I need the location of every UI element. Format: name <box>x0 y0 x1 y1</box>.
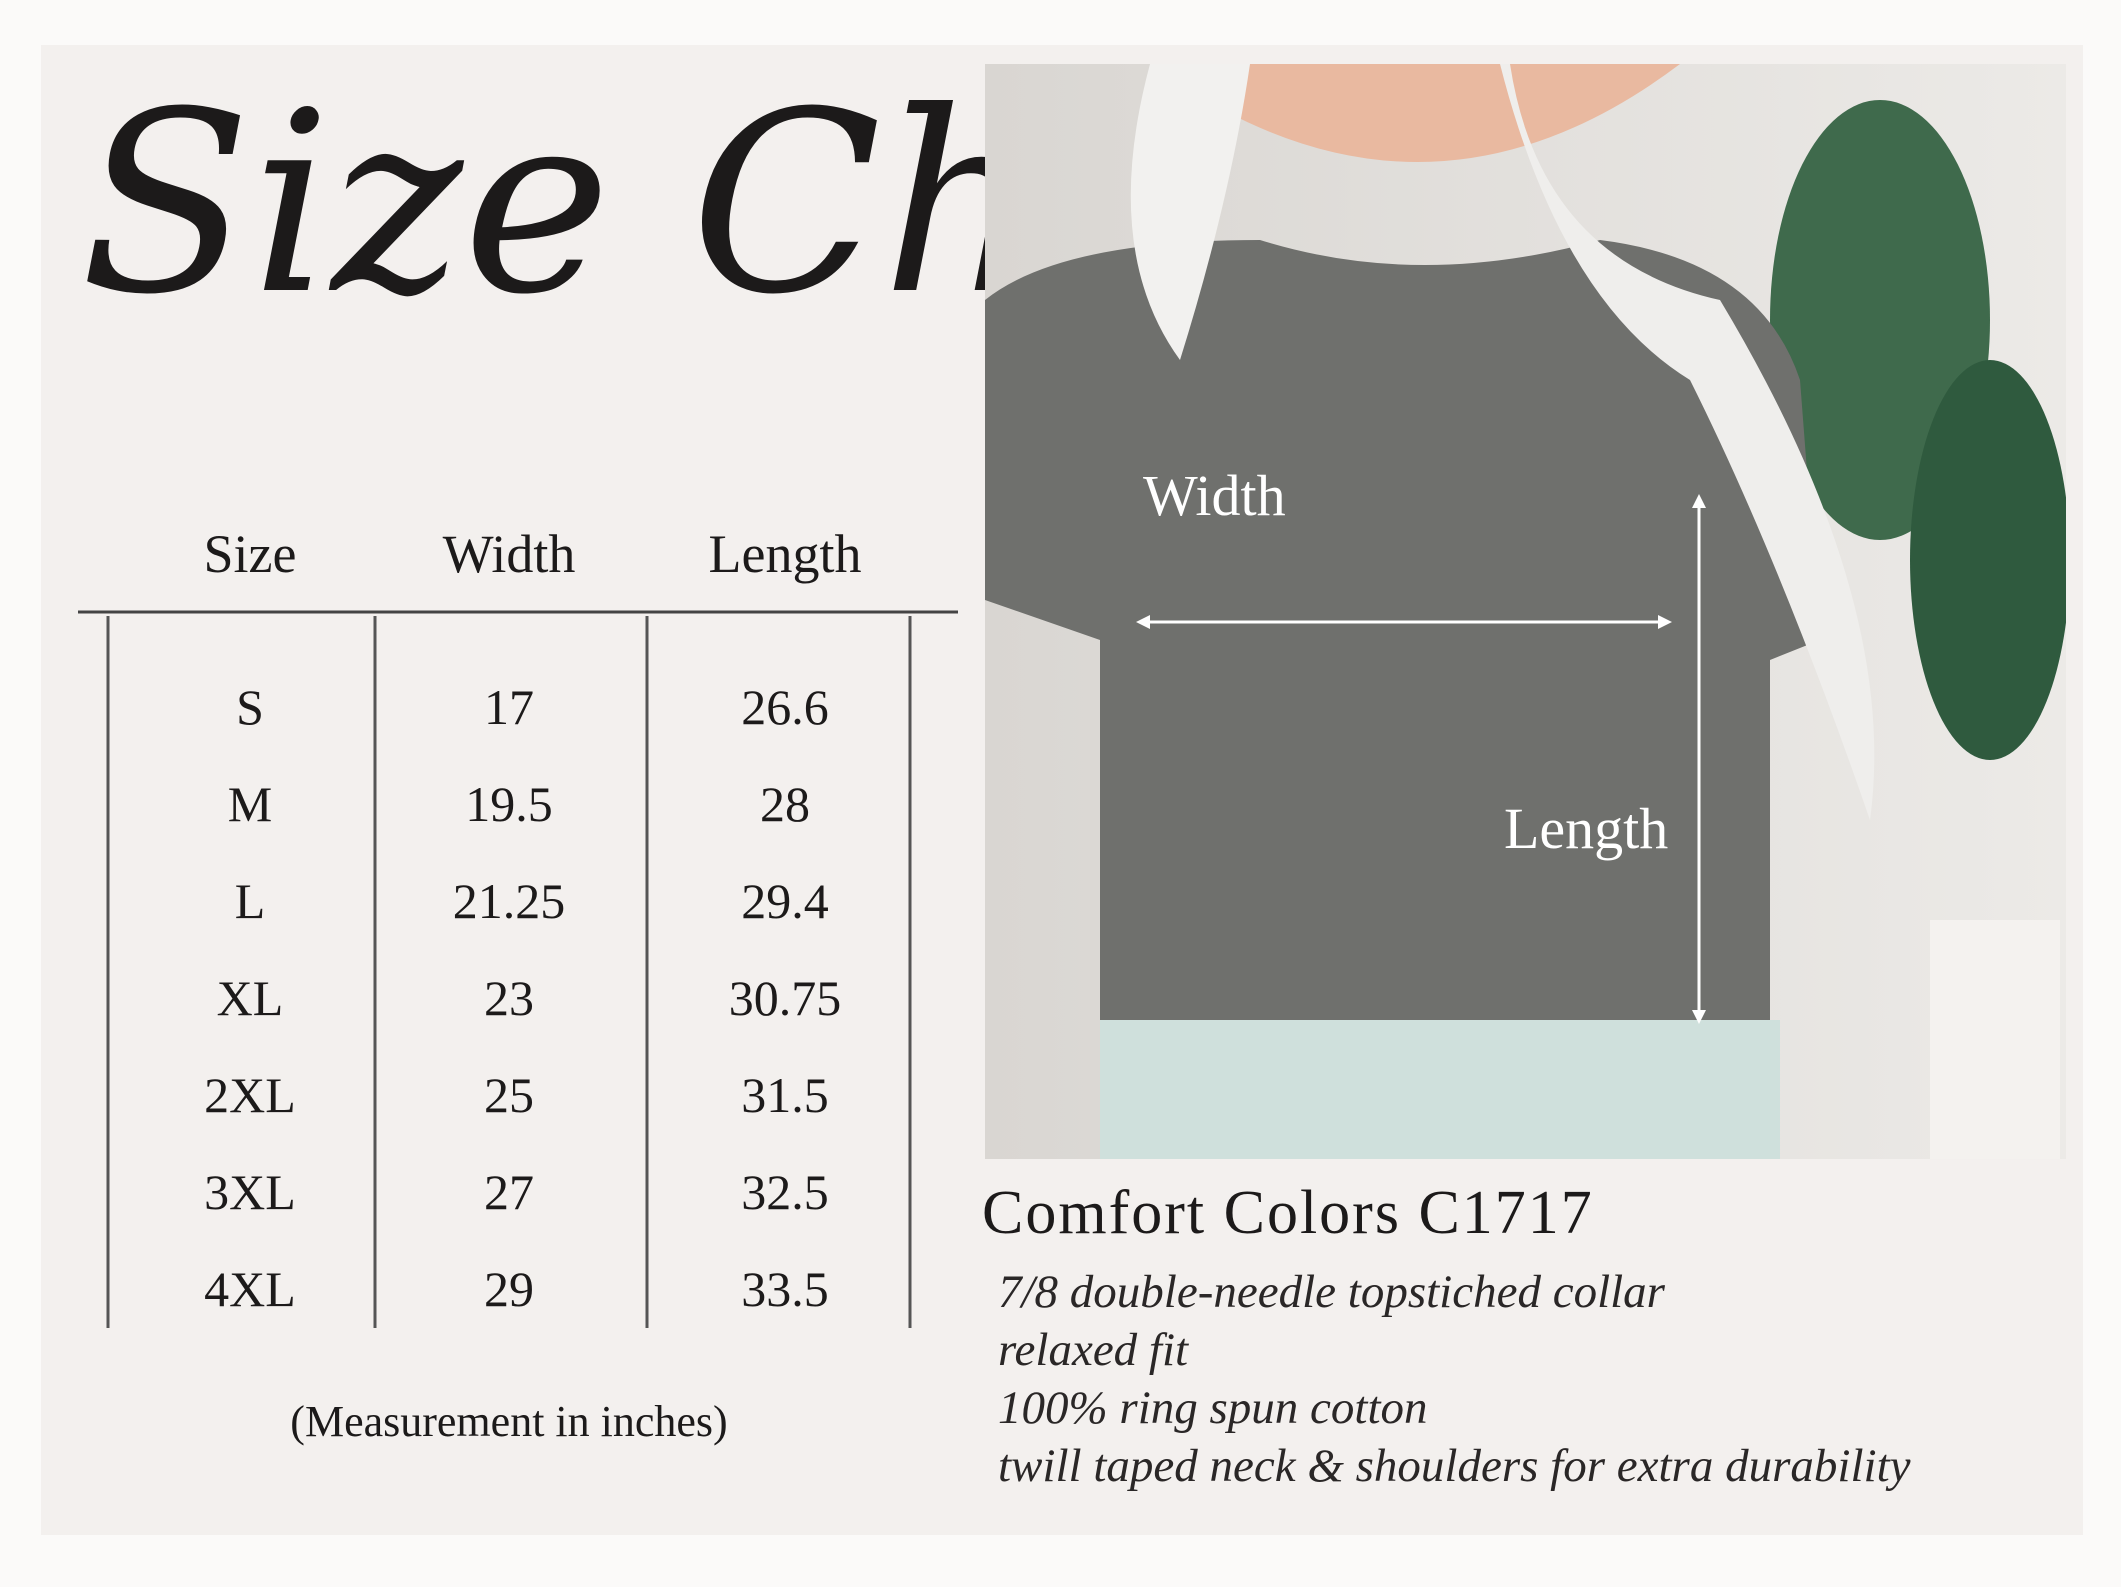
table-cell: 19.5 <box>465 776 553 832</box>
table-cell: 3XL <box>204 1164 296 1220</box>
table-cell: 21.25 <box>453 873 566 929</box>
column-header: Size <box>204 524 297 584</box>
feature: relaxed fit <box>998 1324 1189 1376</box>
table-cell: 32.5 <box>741 1164 829 1220</box>
table-cell: 2XL <box>204 1067 296 1123</box>
table-cell: 4XL <box>204 1261 296 1317</box>
table-cell: 31.5 <box>741 1067 829 1123</box>
table-cell: 25 <box>484 1067 534 1123</box>
arrows <box>1136 494 1706 1024</box>
table-cell: 29 <box>484 1261 534 1317</box>
table-cell: 17 <box>484 679 534 735</box>
note: (Measurement in inches) <box>290 1397 727 1446</box>
column-rules <box>106 616 912 1328</box>
table-cell: 23 <box>484 970 534 1026</box>
feature: 100% ring spun cotton <box>998 1382 1428 1434</box>
length-label: Length <box>1504 796 1668 861</box>
table-cell: L <box>235 873 266 929</box>
table-cell: 26.6 <box>741 679 829 735</box>
table-cell: M <box>228 776 272 832</box>
feature: 7/8 double-needle topstiched collar <box>998 1266 1666 1318</box>
table-cell: 29.4 <box>741 873 829 929</box>
column-header: Length <box>709 524 862 584</box>
table-cell: 30.75 <box>729 970 842 1026</box>
table-cell: 28 <box>760 776 810 832</box>
table-cell: 27 <box>484 1164 534 1220</box>
feature: twill taped neck & shoulders for extra d… <box>998 1440 1911 1492</box>
column-header: Width <box>443 524 576 584</box>
width-label: Width <box>1143 463 1286 528</box>
table-cell: XL <box>217 970 284 1026</box>
product-name: Comfort Colors C1717 <box>982 1179 1594 1247</box>
table-cell: S <box>236 679 264 735</box>
photo: Width Length <box>985 64 2066 1159</box>
table-cell: 33.5 <box>741 1261 829 1317</box>
